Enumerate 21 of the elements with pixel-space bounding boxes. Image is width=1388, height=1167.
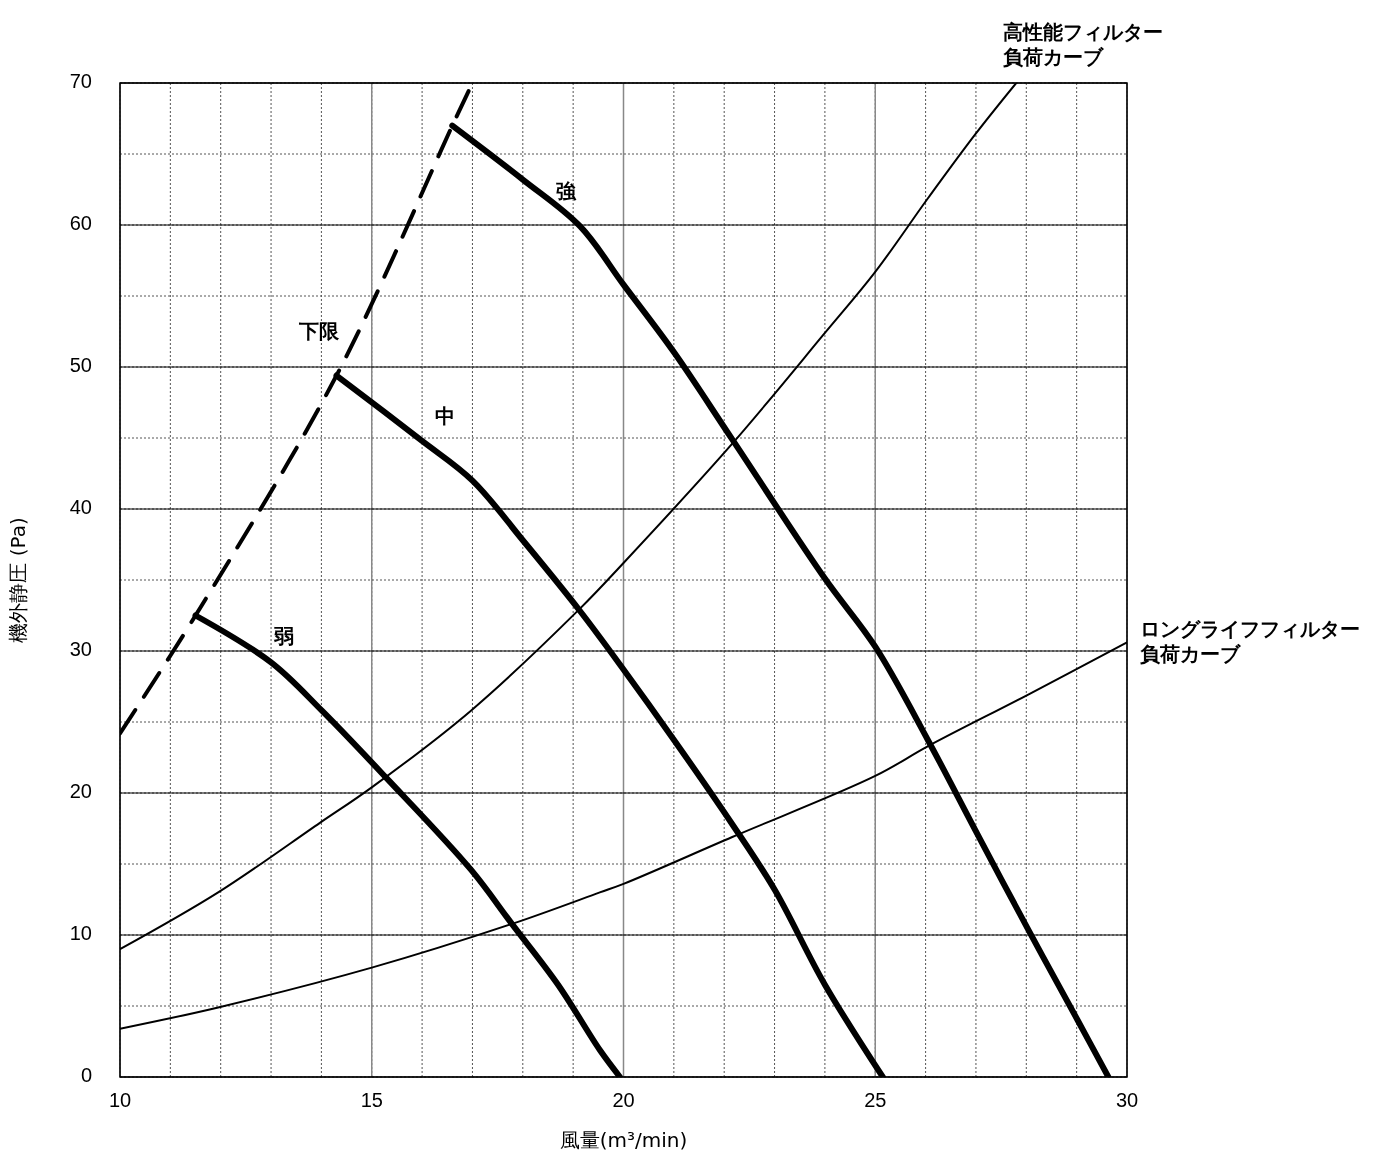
y-axis-title: 機外静圧 (Pa) <box>6 517 30 643</box>
series-label: 中 <box>434 403 455 428</box>
y-tick-label: 70 <box>69 70 92 93</box>
series-label: ロングライフフィルター負荷カーブ <box>1140 616 1360 666</box>
x-tick-label: 15 <box>360 1089 383 1111</box>
x-tick-label: 30 <box>1115 1089 1139 1111</box>
y-tick-label: 50 <box>69 354 92 377</box>
y-tick-label: 60 <box>69 212 92 235</box>
x-axis-title: 風量(m³/min) <box>559 1128 688 1152</box>
x-tick-label: 25 <box>864 1089 887 1111</box>
series-label: 下限 <box>297 318 340 342</box>
series-label: 高性能フィルター負荷カーブ <box>1003 19 1164 69</box>
x-tick-label: 20 <box>612 1089 635 1111</box>
x-tick-label: 10 <box>108 1089 132 1111</box>
series-label: 強 <box>555 178 577 203</box>
y-tick-label: 20 <box>69 780 92 803</box>
y-tick-label: 30 <box>69 638 92 661</box>
y-tick-label: 10 <box>69 922 92 945</box>
y-tick-label: 0 <box>80 1064 92 1087</box>
series-label: 弱 <box>272 623 294 648</box>
y-tick-label: 40 <box>69 496 92 519</box>
